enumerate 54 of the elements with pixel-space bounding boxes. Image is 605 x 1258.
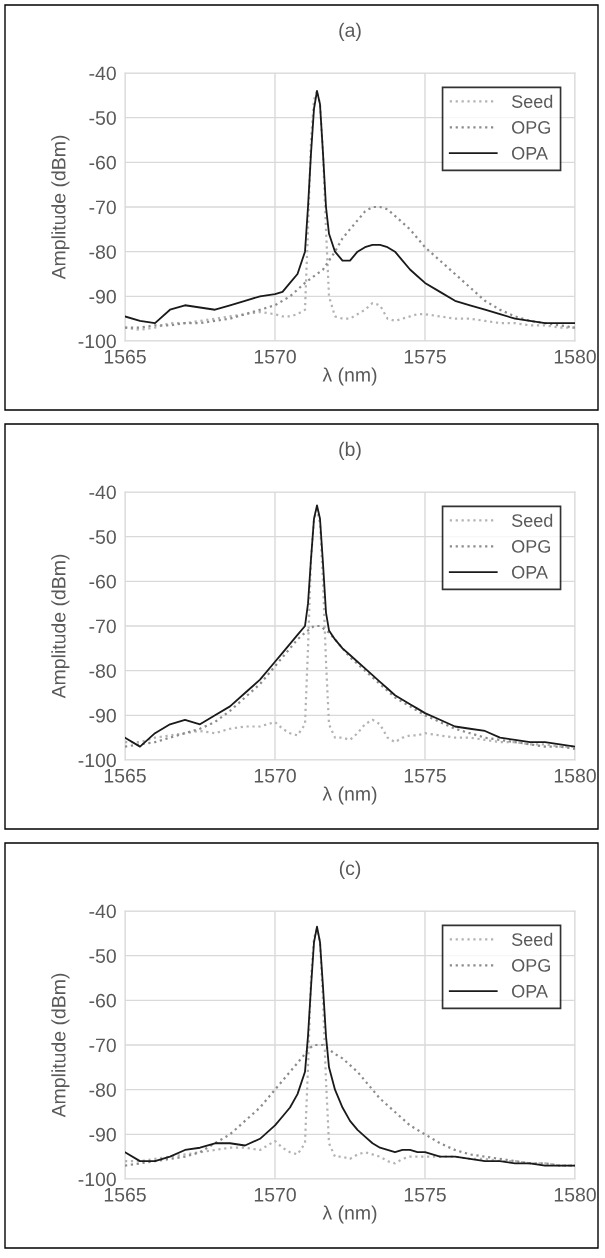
line-series <box>125 624 575 750</box>
y-tick-label: -60 <box>89 155 116 170</box>
chart-title: (b) <box>339 441 361 460</box>
y-tick-label: -70 <box>89 200 116 215</box>
x-tick-label: 1580 <box>554 768 596 783</box>
x-axis-title: λ (nm) <box>322 367 377 386</box>
x-tick-label: 1570 <box>254 768 296 783</box>
y-tick-label: -100 <box>78 334 116 349</box>
x-axis-title: λ (nm) <box>322 1205 377 1224</box>
y-tick-label: -40 <box>89 66 116 81</box>
y-tick-label: -100 <box>78 753 116 768</box>
y-tick-label: -90 <box>89 289 116 304</box>
legend-label: Seed <box>511 513 553 527</box>
legend-label: OPA <box>512 565 548 579</box>
legend-label: OPA <box>512 984 548 998</box>
y-tick-label: -60 <box>89 574 116 589</box>
legend-label: Seed <box>511 94 553 108</box>
x-tick-label: 1570 <box>254 349 296 364</box>
y-tick-label: -50 <box>89 949 116 963</box>
x-tick-label: 1575 <box>404 769 446 783</box>
x-tick-label: 1580 <box>554 349 596 364</box>
legend-label: OPG <box>512 959 550 972</box>
legend-label: OPG <box>512 121 550 134</box>
y-tick-label: -50 <box>89 530 116 544</box>
y-tick-label: -70 <box>89 1038 116 1053</box>
x-tick-label: 1565 <box>104 1187 146 1202</box>
y-tick-label: -40 <box>89 485 116 500</box>
x-tick-label: 1575 <box>404 1188 446 1202</box>
y-tick-label: -70 <box>89 619 116 634</box>
y-tick-label: -50 <box>89 111 116 125</box>
chart-title: (a) <box>339 22 361 41</box>
x-tick-label: 1570 <box>254 1187 296 1202</box>
y-tick-label: -80 <box>89 245 116 259</box>
y-tick-label: -90 <box>89 1127 116 1142</box>
y-tick-label: -80 <box>89 664 116 678</box>
x-tick-label: 1565 <box>104 349 146 364</box>
y-tick-label: -60 <box>89 993 116 1008</box>
y-axis-title: Amplitude (dBm) <box>51 554 70 699</box>
legend-label: OPG <box>512 540 550 553</box>
y-tick-label: -100 <box>78 1172 116 1187</box>
y-tick-label: -80 <box>89 1083 116 1097</box>
y-axis-title: Amplitude (dBm) <box>51 135 70 280</box>
y-tick-label: -90 <box>89 708 116 723</box>
y-axis-title: Amplitude (dBm) <box>51 973 70 1118</box>
legend-label: OPA <box>512 146 548 160</box>
legend-label: Seed <box>511 932 553 946</box>
x-tick-label: 1575 <box>404 350 446 364</box>
x-tick-label: 1580 <box>554 1187 596 1202</box>
y-tick-label: -40 <box>89 904 116 919</box>
x-tick-label: 1565 <box>104 768 146 783</box>
chart-title: (c) <box>339 860 361 879</box>
line-series <box>125 1043 575 1167</box>
x-axis-title: λ (nm) <box>322 786 377 805</box>
line-series <box>125 205 575 329</box>
